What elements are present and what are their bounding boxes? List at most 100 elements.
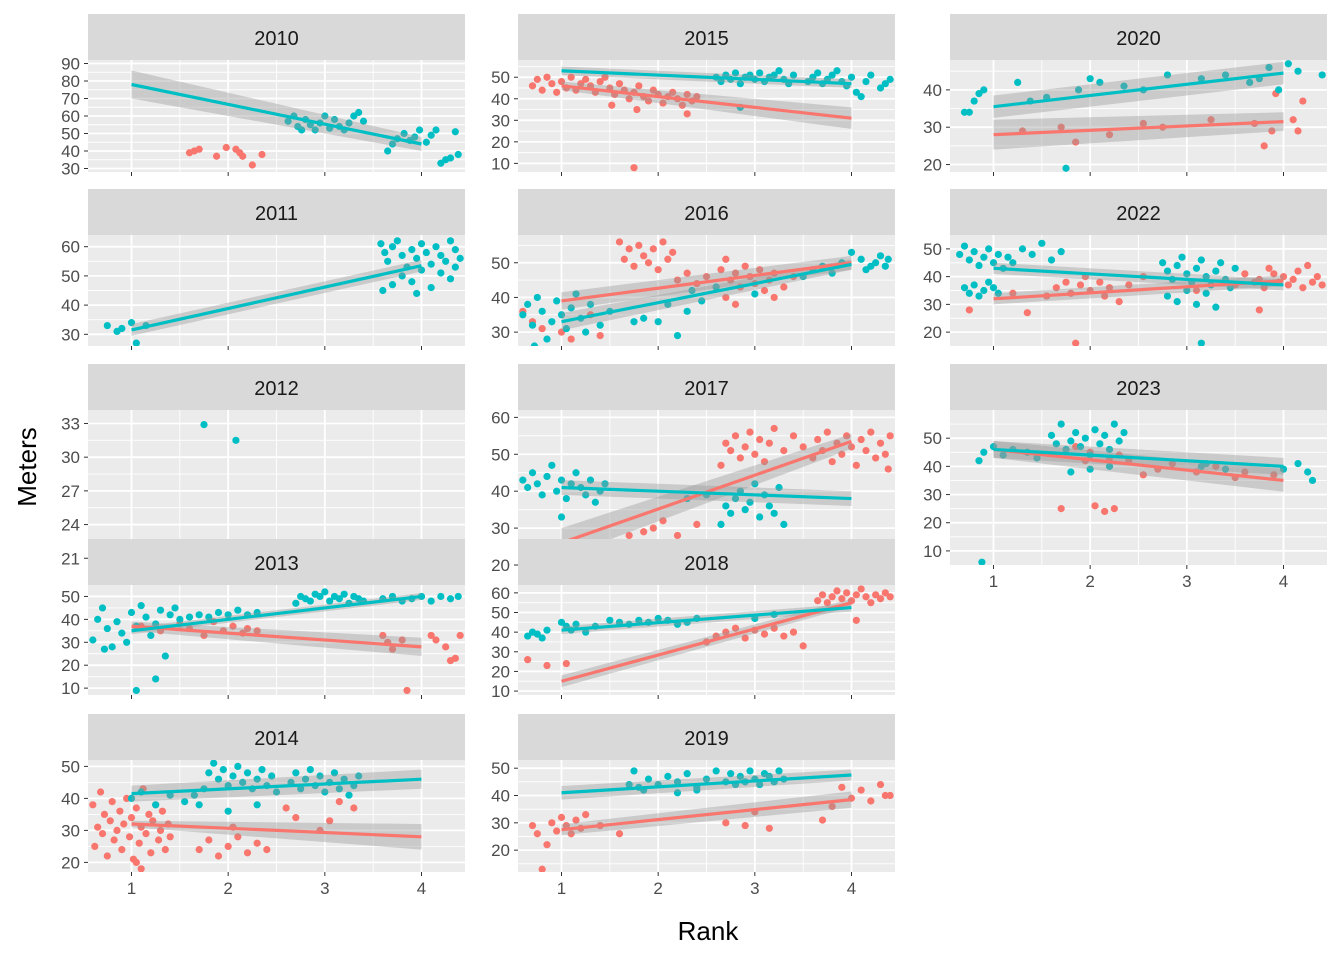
red-point — [427, 631, 435, 640]
red-point — [818, 816, 827, 824]
teal-point — [340, 590, 348, 598]
red-point — [857, 435, 865, 444]
red-point — [1270, 471, 1278, 479]
red-point — [1101, 292, 1109, 300]
teal-point — [591, 498, 599, 506]
teal-point — [446, 595, 455, 603]
teal-point — [989, 259, 998, 267]
red-point — [582, 811, 590, 819]
x-tick-label: 2 — [1085, 572, 1094, 591]
teal-point — [345, 119, 353, 127]
facet-panel-2011: 2011 30 40 50 60 — [61, 189, 465, 350]
teal-point — [1275, 86, 1283, 94]
red-point — [100, 810, 109, 819]
y-tick-label: 30 — [61, 821, 80, 840]
red-point — [1299, 97, 1307, 105]
red-point — [693, 93, 701, 101]
red-point — [1318, 281, 1326, 289]
teal-point — [1294, 459, 1302, 468]
teal-point — [408, 278, 416, 286]
teal-point — [586, 476, 595, 484]
teal-point — [1163, 267, 1172, 275]
teal-point — [224, 611, 232, 619]
y-tick-label: 50 — [61, 587, 80, 606]
teal-point — [427, 260, 435, 268]
red-point — [702, 273, 711, 281]
teal-point — [284, 117, 292, 125]
teal-point — [562, 325, 570, 333]
x-tick-label: 4 — [417, 879, 426, 898]
y-tick-label: 40 — [923, 457, 942, 476]
y-tick-label: 21 — [61, 549, 80, 568]
red-regression-line — [561, 84, 852, 120]
teal-point — [292, 599, 300, 607]
y-tick-label: 10 — [923, 542, 942, 561]
red-point — [229, 622, 237, 630]
teal-point — [234, 606, 242, 614]
red-point — [780, 446, 788, 455]
red-point — [673, 276, 682, 284]
red-point — [567, 830, 575, 838]
red-point — [350, 804, 358, 812]
teal-regression-line — [561, 69, 852, 86]
teal-point — [965, 256, 973, 264]
teal-point — [454, 592, 462, 601]
teal-point — [103, 624, 111, 633]
teal-point — [985, 278, 993, 286]
panel-data — [975, 420, 1317, 565]
teal-point — [388, 140, 397, 148]
red-point — [557, 813, 566, 821]
teal-point — [562, 494, 570, 503]
teal-point — [234, 762, 242, 771]
red-point — [736, 454, 744, 462]
y-tick-label: 40 — [491, 288, 510, 307]
red-point — [620, 255, 628, 263]
teal-regression-line — [561, 605, 852, 632]
red-point — [731, 624, 740, 632]
teal-point — [1009, 259, 1017, 267]
panel-data — [103, 237, 464, 346]
teal-point — [538, 634, 546, 642]
teal-point — [98, 604, 107, 612]
teal-point — [219, 766, 227, 774]
teal-point — [980, 253, 988, 261]
teal-point — [415, 126, 424, 134]
red-point — [760, 286, 769, 295]
y-tick-label: 27 — [61, 482, 80, 501]
red-regression-line — [993, 279, 1284, 301]
teal-regression-line — [993, 266, 1284, 287]
red-point — [683, 269, 691, 277]
y-tick-label: 10 — [61, 679, 80, 698]
teal-point — [195, 801, 203, 809]
y-tick-label: 24 — [61, 516, 80, 535]
teal-point — [1096, 440, 1104, 448]
teal-point — [132, 686, 140, 695]
teal-point — [543, 335, 551, 343]
teal-point — [1197, 339, 1205, 346]
red-point — [224, 842, 232, 851]
red-point — [326, 817, 334, 825]
red-point — [528, 821, 537, 830]
teal-point — [582, 628, 590, 636]
teal-point — [437, 251, 445, 260]
teal-point — [384, 147, 392, 155]
teal-point — [1226, 284, 1234, 292]
teal-point — [960, 242, 969, 250]
red-point — [543, 661, 551, 670]
red-point — [640, 528, 648, 536]
teal-point — [156, 606, 165, 614]
red-point — [886, 432, 894, 440]
red-point — [1270, 270, 1278, 278]
red-point — [799, 642, 807, 650]
teal-point — [673, 778, 682, 786]
red-point — [1192, 286, 1201, 295]
y-tick-label: 33 — [61, 414, 80, 433]
facet-strip-label: 2023 — [1116, 378, 1161, 400]
teal-point — [1033, 454, 1041, 462]
teal-point — [103, 321, 111, 330]
red-point — [1125, 281, 1133, 289]
teal-point — [1265, 63, 1273, 72]
red-point — [741, 443, 749, 451]
red-point — [741, 634, 749, 642]
teal-point — [601, 480, 609, 488]
